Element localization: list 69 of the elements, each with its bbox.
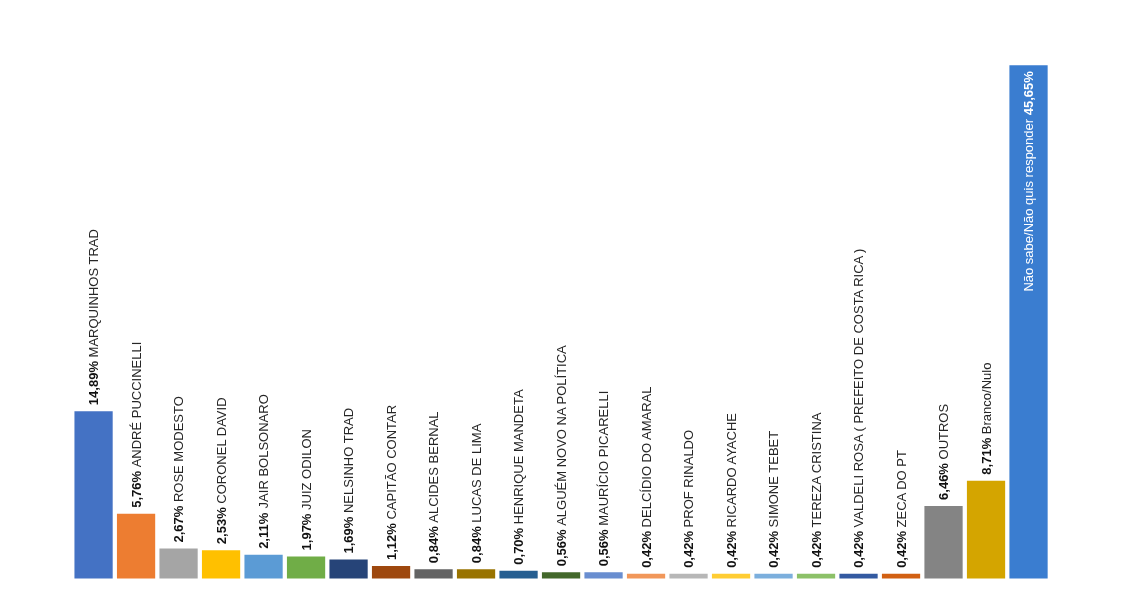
x-tick-label: SIMONE TEBET [766,430,782,528]
bar [584,572,623,579]
x-tick-label: VALDELI ROSA ( PREFEITO DE COSTA RICA ) [851,248,867,528]
x-tick-label: JAIR BOLSONARO [256,394,272,509]
data-label: 45,65% [1021,70,1037,116]
bar [116,513,156,579]
data-label: 6,46% [936,462,952,500]
bar [371,565,411,579]
x-tick-label: CAPITÃO CONTAR [383,404,399,520]
data-label: 1,12% [383,522,399,560]
x-tick-label: CORONEL DAVID [213,397,229,504]
bar [669,573,708,579]
bar [286,556,326,579]
bar [414,569,453,579]
data-label: 0,56% [596,528,612,567]
data-label: 14,89% [86,360,102,406]
data-label: 0,42% [766,530,782,568]
data-label: 2,67% [171,505,187,543]
x-tick-label: ANDRÉ PUCCINELLI [128,341,144,468]
bar [881,573,921,579]
bar [499,570,538,579]
x-tick-label: ALGUÉM NOVO NA POLÍTICA [553,344,569,526]
x-tick-label: MAURÍCIO PICARELLI [596,390,612,526]
bar [796,573,836,579]
x-tick-label: Branco/Nulo [978,362,994,435]
data-label: 0,42% [808,530,824,568]
x-tick-label: RICARDO AYACHE [723,412,739,528]
x-tick-label: DELCÍDIO DO AMARAL [638,386,654,528]
bar [966,480,1006,579]
x-tick-label: TEREZA CRISTINA [808,412,824,528]
data-label: 2,11% [256,512,272,549]
bar [201,550,241,579]
bar [456,569,496,579]
data-label: 0,84% [468,525,484,564]
bar [329,559,368,579]
x-tick-label: ROSE MODESTO [171,396,187,503]
x-tick-label: PROF RINALDO [681,429,697,528]
data-label: 0,42% [638,530,654,568]
x-tick-label: ALCIDES BERNAL [426,411,442,523]
x-tick-label: OUTROS [936,403,952,460]
bar [244,554,283,579]
bar [839,573,878,579]
x-tick-label: MARQUINHOS TRAD [86,229,102,358]
x-tick-label: NELSINHO TRAD [341,407,357,514]
x-tick-label: ZECA DO PT [893,450,909,528]
bar [626,573,666,579]
bar [1009,65,1048,579]
x-tick-label: Não sabe/Não quis responder [1021,118,1037,292]
x-tick-label: HENRIQUE MANDETA [511,389,527,525]
data-label: 0,84% [426,525,442,564]
data-label: 5,76% [128,470,144,508]
data-label: 0,70% [511,527,527,565]
x-tick-label: JUIZ ODILON [298,429,314,510]
data-label: 2,53% [213,506,229,545]
bar [74,411,113,579]
data-label: 0,42% [681,530,697,568]
bar [754,573,793,579]
data-label: 8,71% [978,437,994,475]
data-label: 0,42% [893,530,909,568]
data-label: 1,97% [298,513,314,551]
bar [924,505,963,579]
x-tick-label: LUCAS DE LIMA [468,423,484,523]
data-label: 1,69% [341,516,357,554]
data-label: 0,42% [851,530,867,568]
bar [711,573,751,579]
bar [541,572,581,579]
data-label: 0,56% [553,528,569,567]
bar [159,548,198,579]
data-label: 0,42% [723,530,739,568]
